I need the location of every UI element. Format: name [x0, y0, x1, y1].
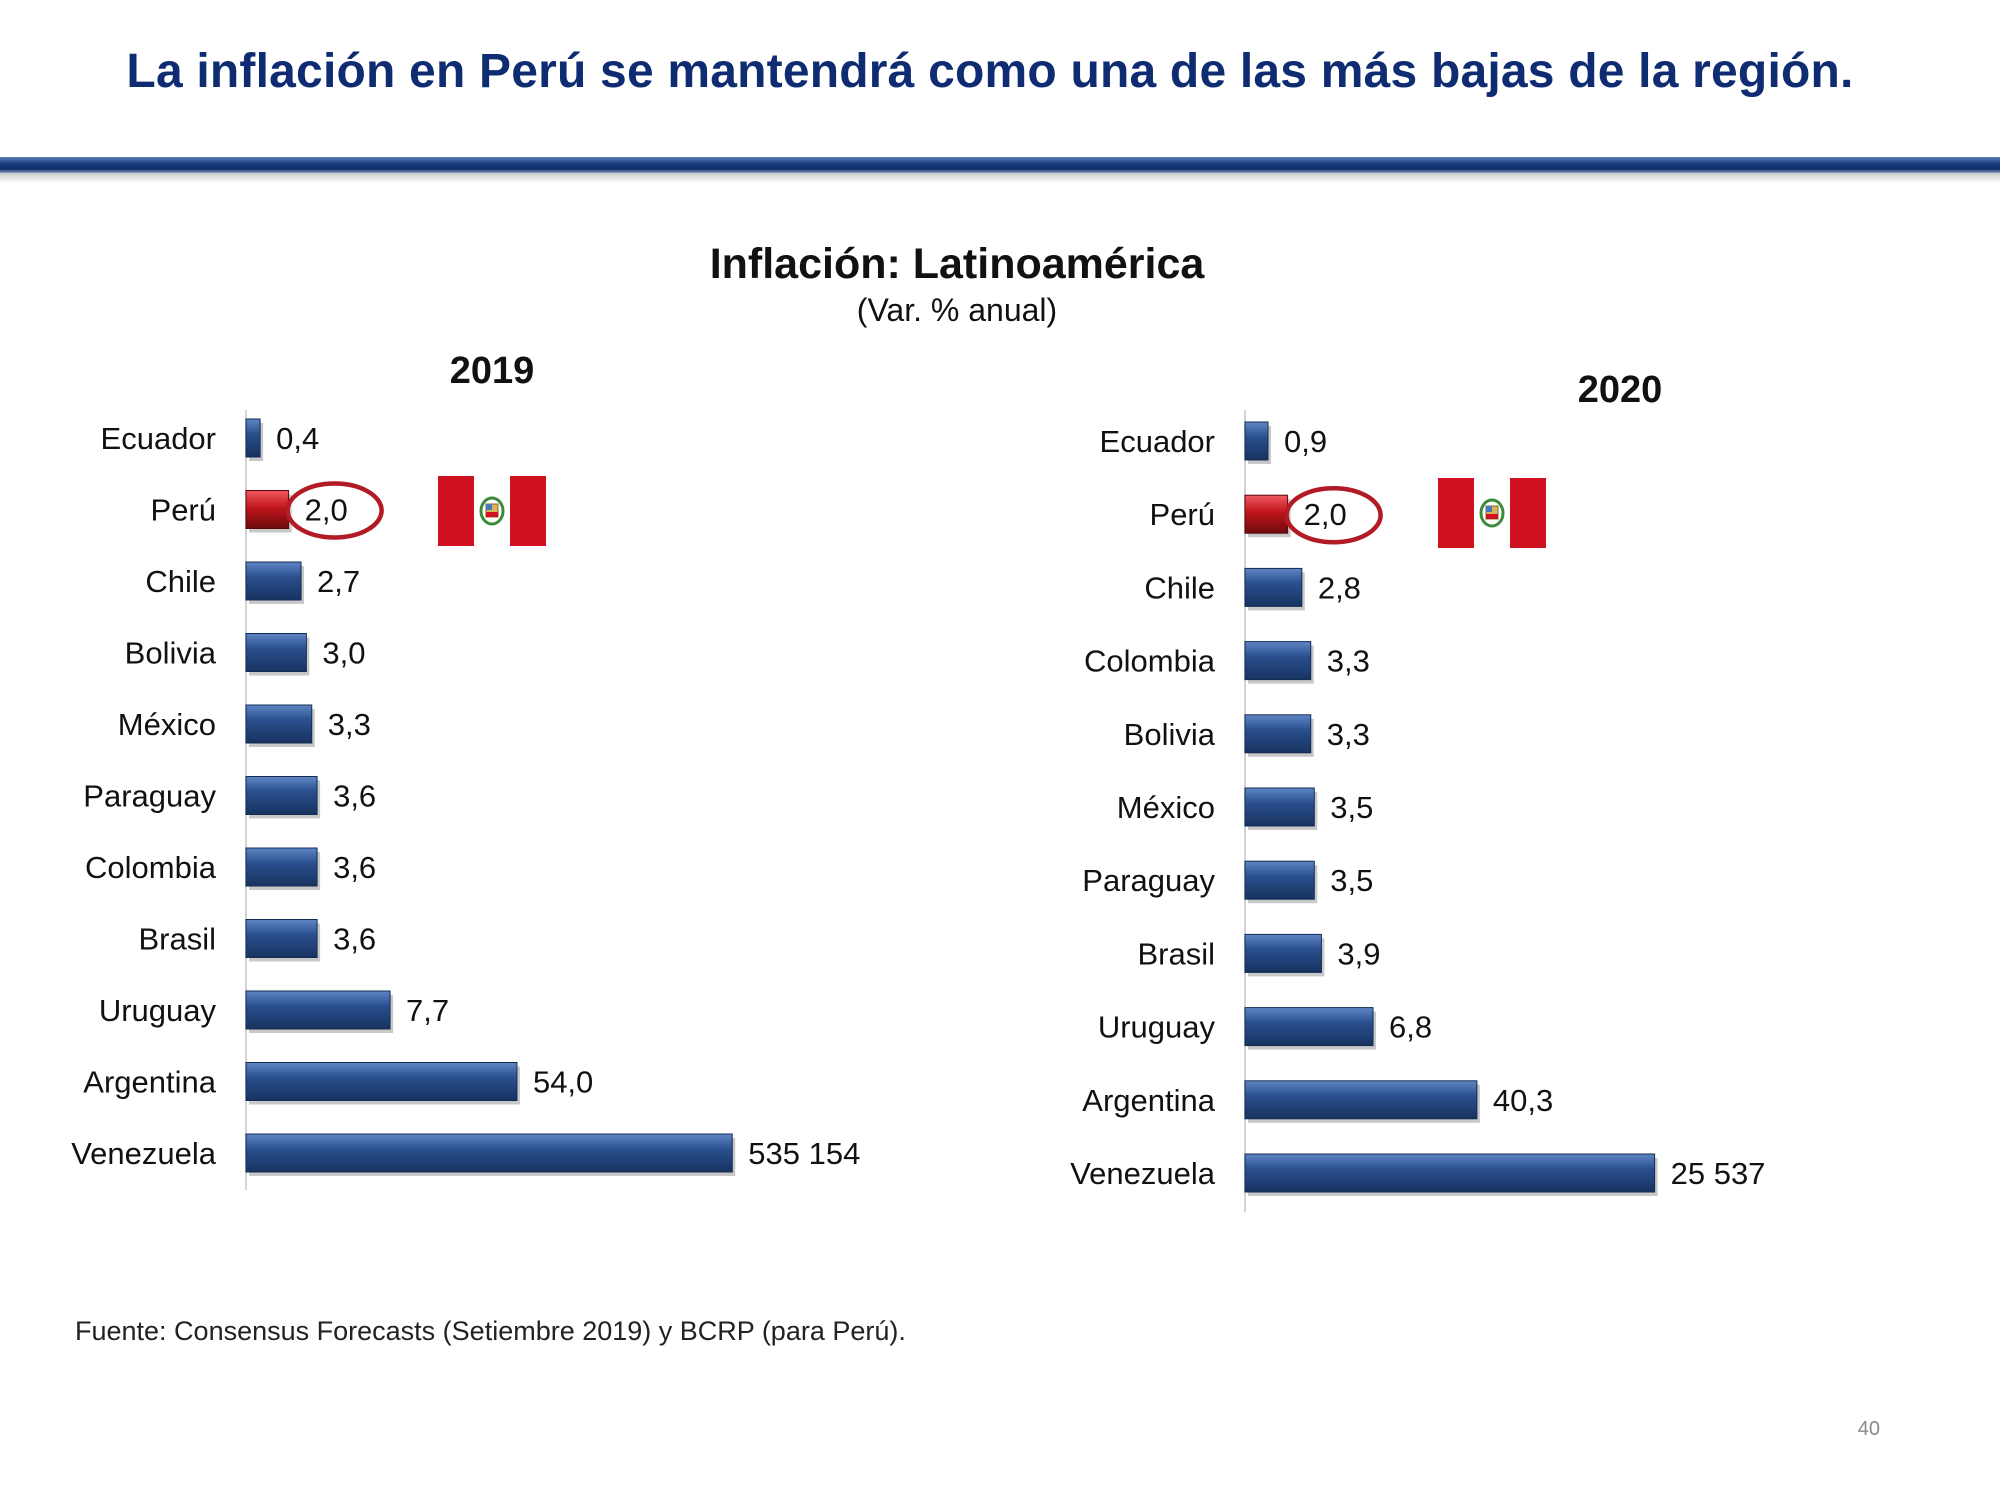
peru-flag-icon: [438, 476, 546, 546]
category-label: Venezuela: [1070, 1156, 1216, 1191]
category-label: Venezuela: [71, 1136, 217, 1171]
value-label: 3,3: [328, 707, 371, 742]
title-divider: [0, 157, 2000, 173]
chart-subtitle: (Var. % anual): [856, 292, 1058, 328]
category-label: Brasil: [1137, 936, 1215, 971]
highlight-circle: [285, 481, 384, 540]
value-label: 2,0: [1304, 497, 1347, 532]
value-label: 3,6: [333, 850, 376, 885]
bar: [1244, 787, 1315, 827]
bar: [245, 776, 318, 815]
category-label: Paraguay: [83, 779, 216, 814]
value-label: 3,9: [1337, 936, 1380, 971]
bar: [1244, 860, 1315, 900]
category-label: Bolivia: [1124, 717, 1216, 752]
category-label: Colombia: [1084, 644, 1216, 679]
category-label: Paraguay: [1082, 863, 1215, 898]
category-label: Ecuador: [101, 421, 216, 456]
category-label: Perú: [151, 493, 216, 528]
bar: [1244, 1007, 1374, 1047]
value-label: 3,6: [333, 922, 376, 957]
category-label: Bolivia: [125, 636, 217, 671]
bar: [1244, 1080, 1478, 1120]
category-label: Ecuador: [1100, 424, 1215, 459]
bar: [245, 1062, 518, 1101]
bar: [245, 418, 261, 458]
category-label: Chile: [145, 564, 216, 599]
bar: [245, 704, 313, 744]
value-label: 3,3: [1327, 717, 1370, 752]
bar: [245, 1133, 733, 1173]
value-label: 2,7: [317, 564, 360, 599]
page-number: 40: [1857, 1418, 1880, 1440]
bar: [1244, 714, 1312, 754]
category-label: México: [1117, 790, 1215, 825]
bar: [245, 919, 318, 958]
title-divider-shadow: [0, 173, 2000, 183]
value-label: 0,4: [276, 421, 319, 456]
slide-title: La inflación en Perú se mantendrá como u…: [126, 45, 1854, 98]
highlight-circle: [1284, 485, 1383, 545]
value-label: 2,8: [1318, 570, 1361, 605]
bar-highlight: [1244, 494, 1289, 534]
category-label: Uruguay: [1098, 1010, 1216, 1045]
value-label: 3,5: [1330, 863, 1373, 898]
category-label: Argentina: [83, 1065, 216, 1100]
value-label: 54,0: [533, 1065, 593, 1100]
value-label: 6,8: [1389, 1010, 1432, 1045]
bar: [1244, 421, 1269, 461]
peru-flag-icon: [1438, 478, 1546, 548]
value-label: 2,0: [305, 493, 348, 528]
value-label: 3,6: [333, 779, 376, 814]
chart-title: Inflación: Latinoamérica: [709, 240, 1205, 288]
category-label: Brasil: [138, 922, 216, 957]
category-label: Perú: [1150, 497, 1215, 532]
bar: [245, 847, 318, 887]
bar: [245, 990, 391, 1030]
panel-title: 2019: [450, 350, 535, 392]
value-label: 3,3: [1327, 644, 1370, 679]
value-label: 535 154: [748, 1136, 860, 1171]
category-label: México: [118, 707, 216, 742]
bar: [1244, 933, 1322, 973]
value-label: 3,0: [322, 636, 365, 671]
bar: [245, 633, 307, 672]
value-label: 25 537: [1671, 1156, 1766, 1191]
category-label: Argentina: [1082, 1083, 1215, 1118]
bar: [245, 561, 302, 601]
value-label: 7,7: [406, 993, 449, 1028]
bar-highlight: [245, 490, 290, 529]
bar: [1244, 567, 1303, 607]
category-label: Chile: [1144, 570, 1215, 605]
value-label: 3,5: [1330, 790, 1373, 825]
category-label: Colombia: [85, 850, 217, 885]
source-footnote: Fuente: Consensus Forecasts (Setiembre 2…: [75, 1316, 906, 1346]
value-label: 0,9: [1284, 424, 1327, 459]
bar: [1244, 641, 1312, 681]
panel-title: 2020: [1578, 369, 1663, 411]
category-label: Uruguay: [99, 993, 217, 1028]
value-label: 40,3: [1493, 1083, 1553, 1118]
bar: [1244, 1153, 1656, 1193]
